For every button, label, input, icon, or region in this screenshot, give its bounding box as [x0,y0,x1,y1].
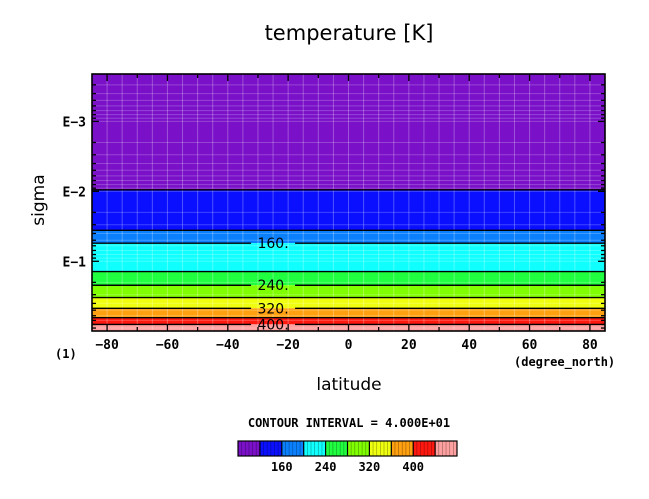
chart-title: temperature [K] [265,21,434,45]
x-tick-label: −80 [95,338,119,353]
colorbar-tick-label: 320 [359,460,381,474]
colorbar-swatch [281,441,304,456]
temperature-band [92,243,605,272]
temperature-band [92,230,605,244]
contour-label: 400. [257,317,288,333]
plot-bands [92,74,605,331]
temperature-band [92,308,605,318]
plot-grid [91,74,606,331]
contour-label: 240. [257,278,288,294]
temperature-band [92,189,605,231]
x-tick-label: 0 [345,338,353,353]
temperature-band [92,317,605,325]
x-axis-ticks: −80 −60 −40 −20 0 20 40 60 80 [95,74,598,353]
y-tick-label: E−2 [63,185,86,200]
colorbar-ticks: 160 240 320 400 [271,460,424,474]
y-tick-label: E−3 [63,115,86,130]
plot-contours: 160. 240. 320.400. [92,189,605,333]
colorbar-tick-label: 240 [315,460,337,474]
temperature-band [92,74,605,190]
colorbar-swatch [259,441,282,456]
colorbar [237,440,458,457]
contour-label: 160. [257,236,288,252]
colorbar-swatch [303,441,326,456]
corner-label: (1) [55,347,77,361]
y-axis-label: sigma [29,174,49,225]
x-unit-label: (degree_north) [514,355,615,370]
x-tick-label: 80 [582,338,598,353]
colorbar-swatch [435,441,457,456]
x-tick-label: −20 [276,338,300,353]
y-axis-ticks: E−3 E−2 E−1 [63,84,605,329]
x-tick-label: 40 [461,338,477,353]
contour-label: 320. [257,301,288,317]
colorbar-tick-label: 400 [402,460,424,474]
colorbar-swatch [413,441,436,456]
temperature-band [92,271,605,286]
colorbar-swatch [325,441,348,456]
temperature-band [92,285,605,298]
colorbar-swatch [238,441,260,456]
temperature-band [92,297,605,309]
colorbar-swatch [347,441,370,456]
x-tick-label: 60 [522,338,538,353]
y-tick-label: E−1 [63,255,87,270]
x-tick-label: −40 [216,338,240,353]
x-tick-label: 20 [401,338,417,353]
colorbar-swatch [391,441,414,456]
colorbar-swatch [369,441,392,456]
x-axis-label: latitude [316,375,381,395]
colorbar-tick-label: 160 [271,460,293,474]
x-tick-label: −60 [156,338,180,353]
contour-interval-text: CONTOUR INTERVAL = 4.000E+01 [248,416,450,430]
